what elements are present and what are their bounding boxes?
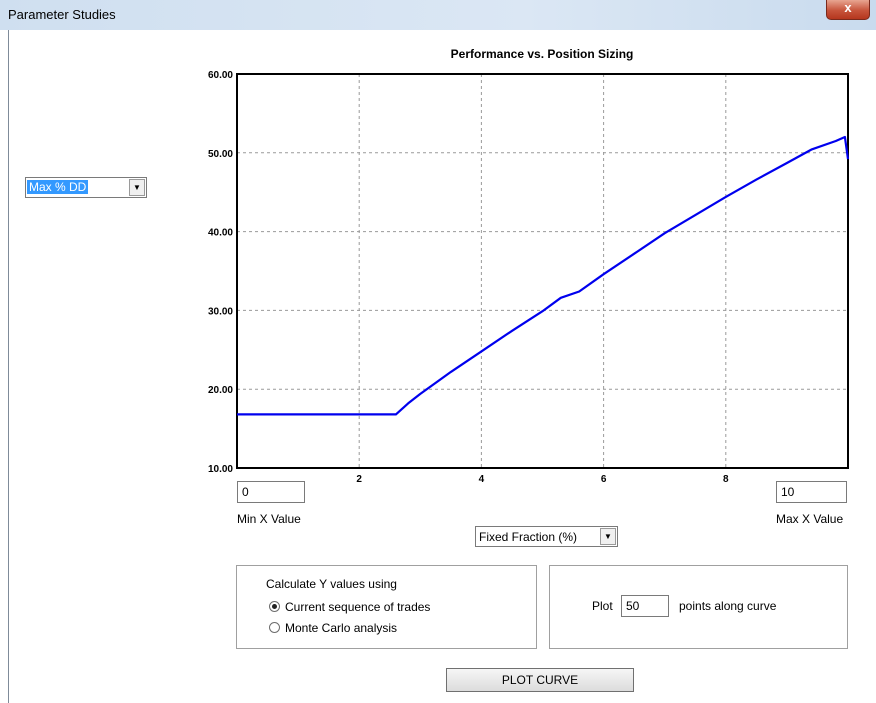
x-parameter-select-value: Fixed Fraction (%) [479, 530, 578, 544]
y-tick-label: 50.00 [208, 149, 233, 160]
close-button[interactable]: x [826, 0, 870, 20]
y-tick-label: 40.00 [208, 228, 233, 239]
x-tick-label: 2 [356, 474, 362, 485]
min-x-input[interactable] [237, 481, 305, 503]
chart-grid [237, 74, 848, 468]
y-tick-label: 60.00 [208, 70, 233, 81]
series-line [237, 135, 850, 416]
plot-points-input[interactable] [621, 595, 669, 617]
y-tick-label: 20.00 [208, 385, 233, 396]
title-bar: Parameter Studies x [0, 0, 876, 30]
radio-selected-dot [272, 604, 277, 609]
plot-curve-button[interactable]: PLOT CURVE [446, 668, 634, 692]
chevron-down-icon[interactable]: ▼ [600, 528, 616, 545]
chart-title: Performance vs. Position Sizing [451, 47, 634, 61]
y-tick-label: 10.00 [208, 464, 233, 475]
x-tick-label: 4 [479, 474, 485, 485]
chevron-down-icon[interactable]: ▼ [129, 179, 145, 196]
max-x-label: Max X Value [776, 512, 844, 526]
y-tick-label: 30.00 [208, 306, 233, 317]
x-parameter-select[interactable]: Fixed Fraction (%) ▼ [475, 526, 618, 547]
chart-tick-labels: 2 4 6 8 10.00 20.00 30.00 40.00 50.00 60.00 [208, 70, 729, 485]
radio-monte-carlo-label: Monte Carlo analysis [285, 621, 398, 635]
close-icon: x [844, 0, 852, 15]
plot-points-group: Plot points along curve [549, 565, 848, 649]
calculate-heading: Calculate Y values using [266, 577, 397, 591]
radio-button-icon[interactable] [269, 601, 280, 612]
radio-button-icon[interactable] [269, 622, 280, 633]
window-title: Parameter Studies [8, 7, 116, 22]
plot-area-frame [236, 73, 849, 469]
min-x-label: Min X Value [237, 512, 301, 526]
x-tick-label: 8 [723, 474, 729, 485]
metric-select-value: Max % DD [27, 180, 89, 194]
plot-suffix-label: points along curve [679, 599, 777, 613]
radio-current-sequence-label: Current sequence of trades [285, 600, 431, 614]
plot-prefix-label: Plot [592, 599, 613, 613]
metric-select[interactable]: Max % DD ▼ [25, 177, 147, 198]
x-tick-label: 6 [601, 474, 607, 485]
calculate-options-group: Calculate Y values using Current sequenc… [236, 565, 537, 649]
max-x-input[interactable] [776, 481, 847, 503]
